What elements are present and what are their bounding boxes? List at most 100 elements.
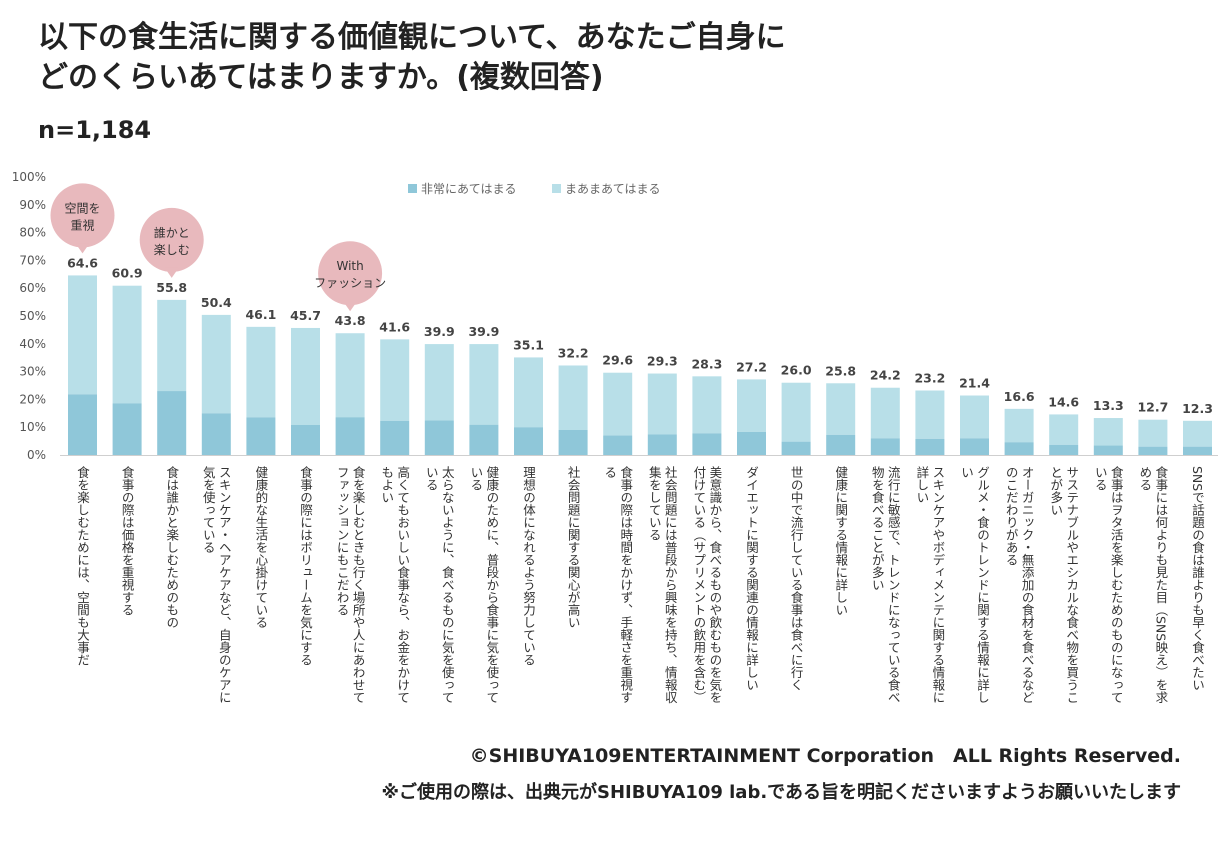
category-label: める [1137,466,1152,491]
category-label: のこだわりがある [1004,466,1019,566]
bar-soft-segment [1093,418,1123,446]
bars [68,275,1212,455]
category-label: 健康に関する情報に詳しい [833,466,848,616]
legend-swatch-strong [408,184,417,193]
y-tick-label: 30% [19,365,46,379]
y-axis: 0% 10% 20% 30% 40% 50% 60% 70% 80% 90% 100% [12,170,1218,462]
category-label: とが多い [1048,466,1063,516]
bar-value-label: 28.3 [691,356,722,371]
legend: 非常にあてはまる まあまあてはまる [408,182,661,196]
y-tick-label: 0% [27,448,46,462]
bar-strong-segment [112,403,142,455]
bar-strong-segment [1093,445,1123,455]
category-label: 気を使っている [201,465,216,554]
category-label: 太らないように、食べるものに気を使って [440,465,455,704]
bar-strong-segment [291,424,320,455]
bar-soft-segment [558,365,588,430]
bar-soft-segment [870,387,900,439]
category-label: ファッションにもこだわる [335,466,350,616]
bar-value-label: 14.6 [1048,394,1079,409]
bar-soft-segment [335,333,365,418]
bar-value-label: 29.6 [602,353,633,368]
annotation-bubble: With ファッション [314,241,386,312]
bar-value-label: 41.6 [379,319,410,334]
bar-soft-segment [469,344,499,425]
sample-size: n=1,184 [38,116,152,144]
bubble-label-line1: With [336,259,363,273]
category-label: 物を食べることが多い [870,466,885,591]
bar-value-label: 12.3 [1182,401,1213,416]
category-label: い [959,466,974,479]
bar-soft-segment [960,395,989,439]
bar-soft-segment [737,379,766,432]
category-label: 食事の際は時間をかけず、手軽さを重視す [618,465,633,704]
y-tick-label: 60% [19,281,46,295]
bar-soft-segment [1004,408,1034,443]
bubble-label-line1: 誰かと [154,225,190,240]
category-label: ダイエットに関する関連の情報に詳しい [744,466,759,691]
category-label: スキンケアやボディメンテに関する情報に [930,466,945,704]
bar-value-label: 12.7 [1137,400,1168,415]
bar-soft-segment [647,373,677,435]
bar-value-label: 29.3 [647,354,678,369]
category-label: 付けている（サプリメントの飲用を含む） [691,466,706,704]
bar-strong-segment [424,420,454,455]
category-label: グルメ・食のトレンドに関する情報に詳し [975,466,990,704]
category-label: 詳しい [914,465,929,504]
category-labels: 食を楽しむためには、空間も大事だ 食事の際は価格を重視する 食は誰かと楽しむためのも… [75,465,1205,704]
bar-strong-segment [558,429,588,455]
category-label: 流行に敏感で、トレンドになっている食べ [886,466,901,704]
category-label: いる [424,466,439,491]
bar-value-label: 16.6 [1004,389,1035,404]
bar-soft-segment [112,285,142,404]
bubble-circle [50,183,115,248]
bar-strong-segment [603,435,633,455]
category-label: 社会問題に関する関心が高い [566,465,581,629]
category-label: 食を楽しむためには、空間も大事だ [75,465,90,666]
usage-notice: ※ご使用の際は、出典元がSHIBUYA109 lab.である旨を明記くださいます… [381,782,1182,803]
y-tick-label: 70% [19,253,46,267]
bar-strong-segment [514,427,543,455]
bubble-label-line2: 楽しむ [154,243,190,257]
bar-value-label: 32.2 [558,345,589,360]
bar-value-label: 43.8 [335,313,366,328]
category-label: もよい [379,466,394,504]
bar-value-label: 13.3 [1093,398,1124,413]
bar-value-label: 27.2 [736,359,767,374]
bar-value-label: 25.8 [825,363,856,378]
category-label: 食事はヲタ活を楽しむためのものになって [1109,465,1124,704]
bubble-pointer [75,243,90,254]
category-label: オーガニック・無添加の食材を食べるなど [1020,466,1035,704]
title-line-1: 以下の食生活に関する価値観について、あなたご自身に [38,20,786,55]
bar-soft-segment [246,326,276,418]
bar-soft-segment [68,275,97,395]
category-label: 集をしている [647,465,662,541]
bubble-circle [139,207,204,272]
annotation-bubble: 誰かと楽しむ [139,207,204,278]
bar-soft-segment [424,344,454,421]
category-label: スキンケア・ヘアケアなど、自身のケアに [217,466,232,704]
bubble-pointer [343,301,358,312]
bar-soft-segment [915,390,945,439]
stacked-bar-chart: 0%10%20%30%40%50%60%70%80%90%100% 空間を重視誰… [12,170,1218,704]
bar-value-label: 46.1 [245,307,276,322]
bar-soft-segment [514,357,543,428]
value-labels: 64.6 60.9 55.8 50.4 46.1 45.7 43.8 41.6 39.9 39.9… [67,255,1213,415]
bar-soft-segment [826,383,856,435]
category-label: サステナブルやエシカルな食べ物を買うこ [1064,466,1079,704]
bar-value-label: 35.1 [513,337,544,352]
category-label: 社会問題には普段から興味を持ち、情報収 [663,465,678,704]
category-label: 健康的な生活を心掛けている [253,466,268,629]
category-label: 高くてもおいしい食事なら、お金をかけて [395,465,410,704]
bar-soft-segment [201,314,231,414]
bar-strong-segment [201,413,231,455]
bar-soft-segment [291,327,320,425]
y-tick-label: 20% [19,392,46,406]
bar-value-label: 26.0 [781,363,812,378]
y-tick-label: 40% [19,337,46,351]
y-tick-label: 90% [19,198,46,212]
bar-strong-segment [1138,446,1168,455]
legend-label-strong: 非常にあてはまる [421,182,517,196]
